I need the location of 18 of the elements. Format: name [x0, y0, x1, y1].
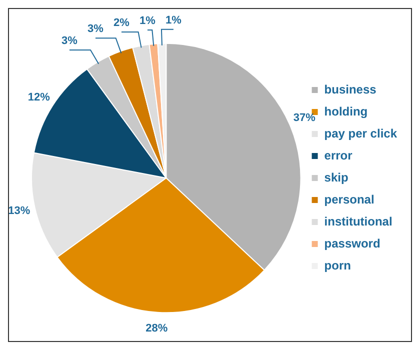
- data-label: 37%: [293, 112, 316, 124]
- legend-label: personal: [324, 192, 374, 206]
- legend-label: password: [324, 236, 380, 250]
- legend-label: skip: [324, 170, 348, 184]
- data-label: 12%: [28, 91, 50, 104]
- legend-label: holding: [324, 104, 368, 118]
- legend-label: porn: [324, 258, 351, 272]
- data-label: 3%: [88, 23, 104, 36]
- legend-label: pay per click: [324, 126, 398, 140]
- legend-label: error: [324, 148, 353, 162]
- data-label: 2%: [114, 17, 130, 30]
- legend-label: business: [324, 82, 377, 96]
- data-label: 1%: [166, 14, 182, 26]
- data-label: 3%: [62, 35, 78, 48]
- data-label: 1%: [140, 15, 156, 28]
- data-label: 28%: [146, 322, 168, 334]
- legend-label: institutional: [324, 214, 392, 228]
- data-label: 13%: [8, 204, 30, 217]
